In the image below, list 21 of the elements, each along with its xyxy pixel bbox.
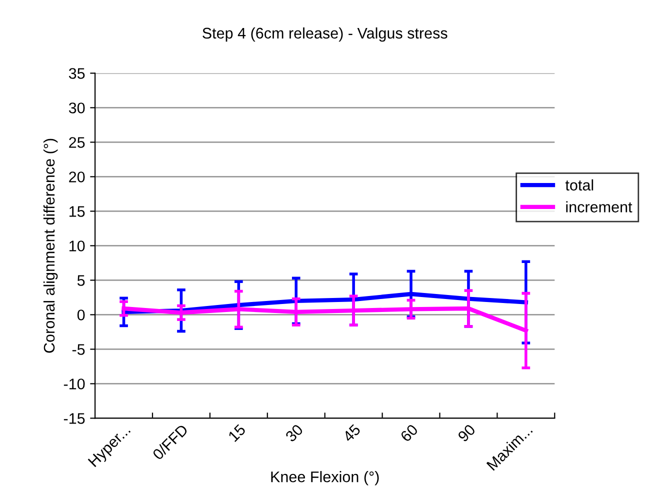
x-tick-label: 15 xyxy=(228,424,246,442)
y-tick-label: 30 xyxy=(68,102,85,114)
x-tick-label: 45 xyxy=(342,424,362,443)
y-tick-label: 25 xyxy=(69,137,85,148)
x-axis-title: Knee Flexion (°) xyxy=(271,471,379,486)
legend-label: increment xyxy=(566,201,632,212)
y-tick-label: 20 xyxy=(69,172,85,182)
y-tick-label: -10 xyxy=(64,378,85,390)
y-tick-label: 0 xyxy=(77,310,85,320)
y-tick-label: -15 xyxy=(64,413,85,424)
chart-title: Step 4 (6cm release) - Valgus stress xyxy=(202,27,448,42)
y-axis-title: Coronal alignment difference (°) xyxy=(43,138,58,353)
y-tick-label: -5 xyxy=(72,344,85,355)
y-tick-label: 10 xyxy=(69,240,85,252)
y-tick-label: 15 xyxy=(69,206,85,217)
y-tick-label: 35 xyxy=(68,68,85,79)
x-tick-label: 60 xyxy=(400,424,419,442)
x-tick-label: 90 xyxy=(457,424,476,442)
x-tick-label: 30 xyxy=(284,424,304,442)
y-tick-label: 5 xyxy=(77,275,85,286)
legend-label: total xyxy=(565,179,594,191)
